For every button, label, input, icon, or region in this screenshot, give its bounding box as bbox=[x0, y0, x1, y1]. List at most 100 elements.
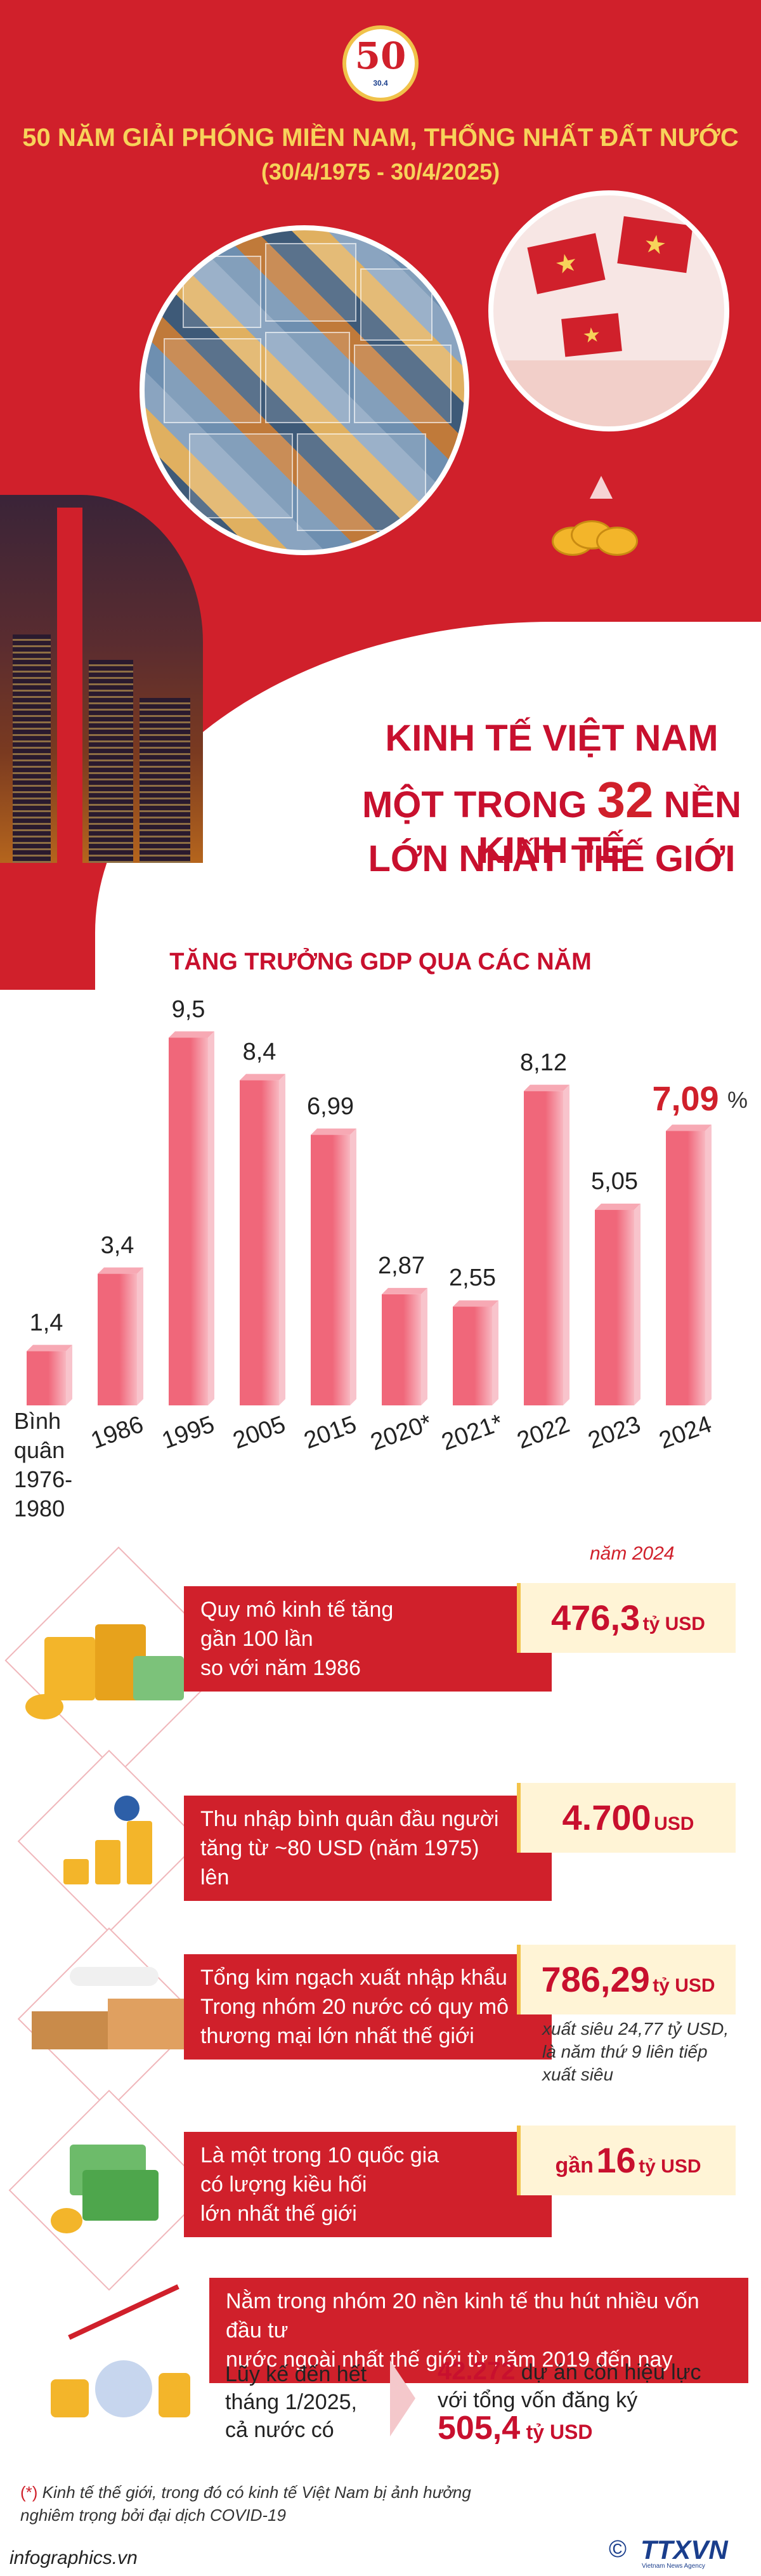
gdp-bar-side bbox=[66, 1344, 72, 1405]
gdp-value-label: 6,99 bbox=[307, 1093, 354, 1120]
fdi-capital-text: với tổng vốn đăng ký bbox=[438, 2388, 638, 2412]
stat-band-1: Quy mô kinh tế tăng gần 100 lần so với n… bbox=[184, 1586, 552, 1692]
gdp-bar-top bbox=[311, 1128, 356, 1135]
first-category-label: Bình quân 1976- 1980 bbox=[14, 1407, 115, 1523]
first-category-line: 1976- bbox=[14, 1466, 73, 1492]
gdp-value-label: 2,87 bbox=[378, 1252, 425, 1279]
gdp-bar bbox=[98, 1273, 137, 1405]
gdp-bar-top bbox=[666, 1124, 712, 1131]
gdp-bar-top bbox=[98, 1267, 143, 1274]
gdp-bar-side bbox=[563, 1084, 569, 1405]
gdp-bar-side bbox=[421, 1287, 427, 1405]
fdi-band-line: Nằm trong nhóm 20 nền kinh tế thu hút nh… bbox=[226, 2289, 699, 2343]
stat-band-2: Thu nhập bình quân đầu người tăng từ ~80… bbox=[184, 1796, 552, 1901]
economy-photo-collage bbox=[140, 225, 469, 555]
gdp-bar-top bbox=[524, 1084, 569, 1091]
footer-url-link[interactable]: infographics.vn bbox=[10, 2547, 138, 2568]
gdp-bar bbox=[27, 1351, 66, 1405]
gdp-bar-side bbox=[279, 1074, 285, 1405]
first-category-line: 1980 bbox=[14, 1495, 65, 1521]
hero-title: 50 NĂM GIẢI PHÓNG MIỀN NAM, THỐNG NHẤT Đ… bbox=[22, 124, 739, 152]
fdi-capital-unit: tỷ USD bbox=[526, 2421, 593, 2443]
stat-value-number: 16 bbox=[596, 2140, 636, 2180]
stat-band-line: tăng từ ~80 USD (năm 1975) bbox=[200, 1836, 479, 1860]
gdp-value-label: 7,09 bbox=[652, 1079, 719, 1118]
stat-band-line: gần 100 lần bbox=[200, 1627, 313, 1651]
gdp-value-label: 3,4 bbox=[100, 1232, 134, 1259]
stat-value-unit: tỷ USD bbox=[639, 2156, 701, 2177]
gdp-bar-side bbox=[350, 1128, 356, 1405]
stat-band-line: Quy mô kinh tế tăng bbox=[200, 1598, 394, 1622]
fdi-cumulative-label: Lũy kế đến hết tháng 1/2025, cả nước có bbox=[225, 2360, 390, 2444]
gdp-bar-side bbox=[208, 1031, 214, 1405]
fdi-investment-icon bbox=[38, 2284, 203, 2430]
hero-date-range: (30/4/1975 - 30/4/2025) bbox=[261, 159, 500, 185]
trade-surplus-note: xuất siêu 24,77 tỷ USD, là năm thứ 9 liê… bbox=[542, 2019, 729, 2084]
stat-value-3: 786,29 tỷ USD bbox=[517, 1945, 736, 2014]
stat-value-unit: tỷ USD bbox=[653, 1975, 715, 1996]
footnote-marker: (*) bbox=[20, 2483, 38, 2502]
celebration-flags-illustration: ★ ★ ★ bbox=[488, 190, 729, 431]
footer-brand: TTXVN bbox=[641, 2535, 728, 2565]
fdi-band-line: nước ngoài nhất thế giới từ năm 2019 đến… bbox=[226, 2348, 673, 2372]
stat-value-unit: USD bbox=[654, 1813, 694, 1834]
stat-value-1: 476,3 tỷ USD bbox=[517, 1583, 736, 1653]
remittance-icon bbox=[44, 2132, 190, 2246]
covid-footnote: (*) Kinh tế thế giới, trong đó có kinh t… bbox=[20, 2481, 477, 2527]
first-category-line: quân bbox=[14, 1437, 65, 1463]
stat-band-4: Là một trong 10 quốc gia có lượng kiều h… bbox=[184, 2132, 552, 2237]
fdi-projects-text: dự án còn hiệu lực bbox=[521, 2360, 701, 2384]
stat-band-line: có lượng kiều hối bbox=[200, 2172, 367, 2197]
hero-section: 50 30.4 50 NĂM GIẢI PHÓNG MIỀN NAM, THỐN… bbox=[0, 0, 761, 990]
logo-caption: 30.4 bbox=[373, 79, 388, 88]
gdp-growth-chart: 1,4 3,4 1986 9,5 1995 8,4 2005 6,99 2015 2,87 2020… bbox=[0, 990, 761, 1542]
headline-line1: KINH TẾ VIỆT NAM bbox=[385, 718, 719, 759]
fdi-capital-value: 505,4 bbox=[438, 2410, 521, 2447]
headline-line2-pre: MỘT TRONG bbox=[361, 784, 587, 825]
first-category-line: Bình bbox=[14, 1408, 62, 1434]
gdp-bar bbox=[453, 1306, 492, 1405]
money-stack-icon bbox=[25, 1599, 190, 1726]
chart-title: TĂNG TRƯỞNG GDP QUA CÁC NĂM bbox=[169, 949, 592, 975]
anniversary-logo: 50 30.4 bbox=[342, 25, 419, 102]
stat-value-4: gần 16 tỷ USD bbox=[517, 2126, 736, 2195]
headline-line3: LỚN NHẤT THẾ GIỚI bbox=[368, 838, 736, 879]
logo-number: 50 bbox=[354, 34, 407, 77]
gdp-bar-top bbox=[240, 1074, 285, 1081]
gdp-bar bbox=[311, 1134, 350, 1405]
trade-logistics-icon bbox=[32, 1961, 197, 2068]
stat-value-number: 786,29 bbox=[541, 1959, 650, 1999]
fdi-figures: 42.272 dự án còn hiệu lực với tổng vốn đ… bbox=[438, 2357, 755, 2446]
headline-rank-number: 32 bbox=[597, 772, 654, 828]
stat-band-line: Tổng kim ngạch xuất nhập khẩu bbox=[200, 1966, 507, 1990]
fdi-arrow-icon bbox=[390, 2360, 415, 2436]
gdp-bar-side bbox=[492, 1300, 498, 1405]
gdp-bar bbox=[169, 1037, 208, 1405]
gold-coins-icon bbox=[552, 476, 641, 558]
ttxvn-logo: © TTXVN Vietnam News Agency bbox=[609, 2535, 748, 2570]
stat-value-2: 4.700 USD bbox=[517, 1783, 736, 1853]
gdp-bar-top bbox=[27, 1344, 72, 1351]
copyright-icon: © bbox=[609, 2536, 627, 2563]
gdp-bar bbox=[524, 1091, 563, 1405]
income-growth-icon bbox=[51, 1789, 190, 1903]
stat-value-prefix: gần bbox=[555, 2153, 594, 2178]
fdi-left-line: Lũy kế đến hết bbox=[225, 2362, 367, 2386]
gdp-value-label: 8,12 bbox=[520, 1049, 567, 1076]
gdp-bar-top bbox=[595, 1203, 641, 1210]
gdp-value-label: 5,05 bbox=[591, 1167, 638, 1195]
stat-band-line: so với năm 1986 bbox=[200, 1656, 361, 1680]
stat-value-number: 476,3 bbox=[551, 1598, 641, 1638]
gdp-bar bbox=[666, 1131, 705, 1405]
gdp-bar-side bbox=[705, 1124, 712, 1405]
gdp-value-label: 1,4 bbox=[29, 1309, 63, 1336]
gdp-bar-top bbox=[382, 1287, 427, 1294]
city-skyline-dove-shape bbox=[0, 495, 203, 863]
fdi-left-line: cả nước có bbox=[225, 2418, 334, 2442]
gdp-bar-top bbox=[169, 1031, 214, 1038]
gdp-bar-side bbox=[634, 1203, 641, 1405]
stat-band-line: thương mại lớn nhất thế giới bbox=[200, 2024, 474, 2048]
fdi-band: Nằm trong nhóm 20 nền kinh tế thu hút nh… bbox=[209, 2278, 748, 2383]
stat-band-line: Trong nhóm 20 nước có quy mô bbox=[200, 1995, 509, 2019]
year-note: năm 2024 bbox=[590, 1543, 675, 1564]
